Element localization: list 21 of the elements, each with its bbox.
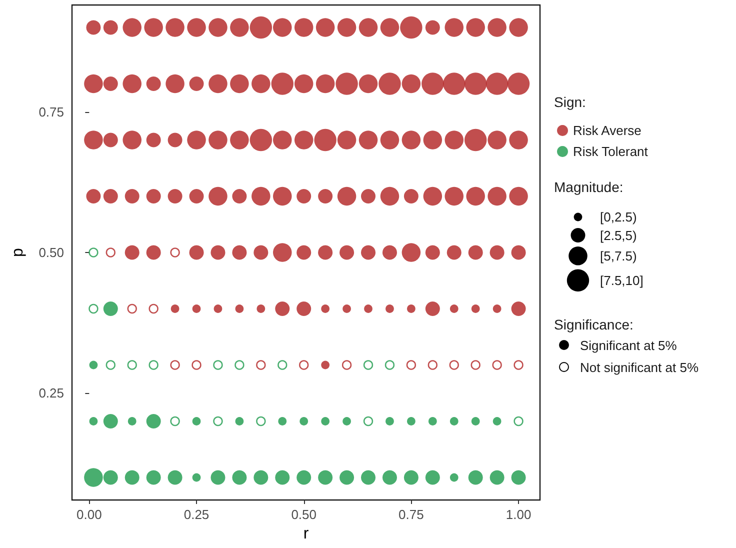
x-tick-label: 0.00 — [76, 507, 102, 522]
text: Not significant at 5% — [580, 360, 699, 375]
legend-label: [5,7.5) — [600, 248, 637, 264]
text: Significance: — [554, 316, 634, 332]
legend-title: Sign: — [554, 94, 586, 110]
legend-label: Risk Tolerant — [573, 144, 648, 159]
text: Significant at 5% — [580, 338, 678, 353]
legend-label: [7.5,10] — [600, 272, 644, 288]
y-tick-label: 0.50 — [38, 245, 64, 260]
x-axis-title: r — [303, 526, 310, 542]
text: Magnitude: — [554, 179, 624, 195]
x-tick-label: 0.75 — [398, 507, 424, 522]
legend-label: [2.5,5) — [600, 228, 637, 243]
x-tick-label: 0.25 — [184, 507, 210, 522]
y-axis-title: p — [10, 248, 26, 257]
x-tick-label: 1.00 — [506, 507, 532, 522]
legend-label: Risk Averse — [573, 123, 642, 138]
y-tick-label: 0.75 — [38, 104, 64, 120]
y-tick-label: 0.25 — [38, 386, 64, 401]
x-tick-label: 0.50 — [291, 507, 317, 522]
legend-label: [0,2.5) — [600, 210, 637, 224]
